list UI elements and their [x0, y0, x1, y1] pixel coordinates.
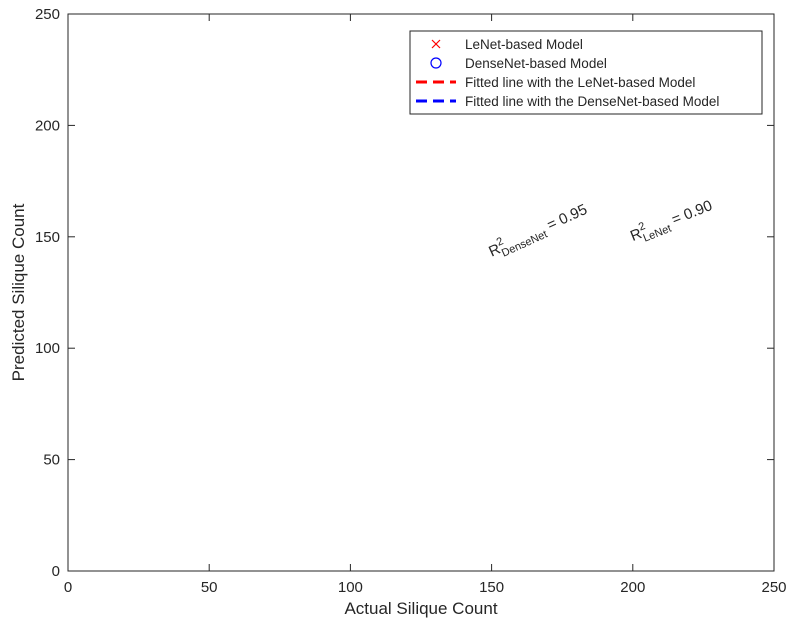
legend-x-marker — [431, 39, 441, 49]
legend-label: Fitted line with the LeNet-based Model — [465, 75, 695, 90]
legend: LeNet-based Model DenseNet-based Model Fit… — [409, 30, 763, 115]
legend-item-densenet-fit: Fitted line with the DenseNet-based Mode… — [416, 94, 719, 109]
y-tick-label: 200 — [35, 117, 60, 134]
r-squared-superscript: 2 — [495, 235, 506, 248]
r-squared-superscript: 2 — [637, 220, 647, 233]
y-tick-label: 100 — [35, 340, 60, 357]
x-tick-label: 50 — [201, 579, 218, 596]
legend-label: DenseNet-based Model — [465, 56, 607, 71]
y-tick-label: 150 — [35, 229, 60, 246]
y-tick-label: 50 — [43, 452, 60, 469]
legend-box — [409, 30, 763, 115]
x-marker-stroke — [431, 39, 441, 49]
x-tick-label: 100 — [338, 579, 363, 596]
x-tick-label: 150 — [479, 579, 504, 596]
y-tick-label: 250 — [35, 6, 60, 23]
axis-labels: Actual Silique Count Predicted Silique C… — [9, 203, 498, 618]
x-tick-label: 200 — [620, 579, 645, 596]
x-axis-label: Actual Silique Count — [344, 599, 497, 618]
legend-item-lenet: LeNet-based Model — [431, 37, 583, 52]
x-tick-label: 250 — [761, 579, 786, 596]
legend-label: Fitted line with the DenseNet-based Mode… — [465, 94, 719, 109]
y-axis-label: Predicted Silique Count — [9, 203, 28, 381]
legend-label: LeNet-based Model — [465, 37, 583, 52]
legend-item-densenet: DenseNet-based Model — [430, 56, 607, 71]
legend-circle-marker — [430, 57, 442, 69]
x-tick-label: 0 — [64, 579, 72, 596]
y-tick-label: 0 — [52, 563, 60, 580]
legend-item-lenet-fit: Fitted line with the LeNet-based Model — [416, 75, 695, 90]
